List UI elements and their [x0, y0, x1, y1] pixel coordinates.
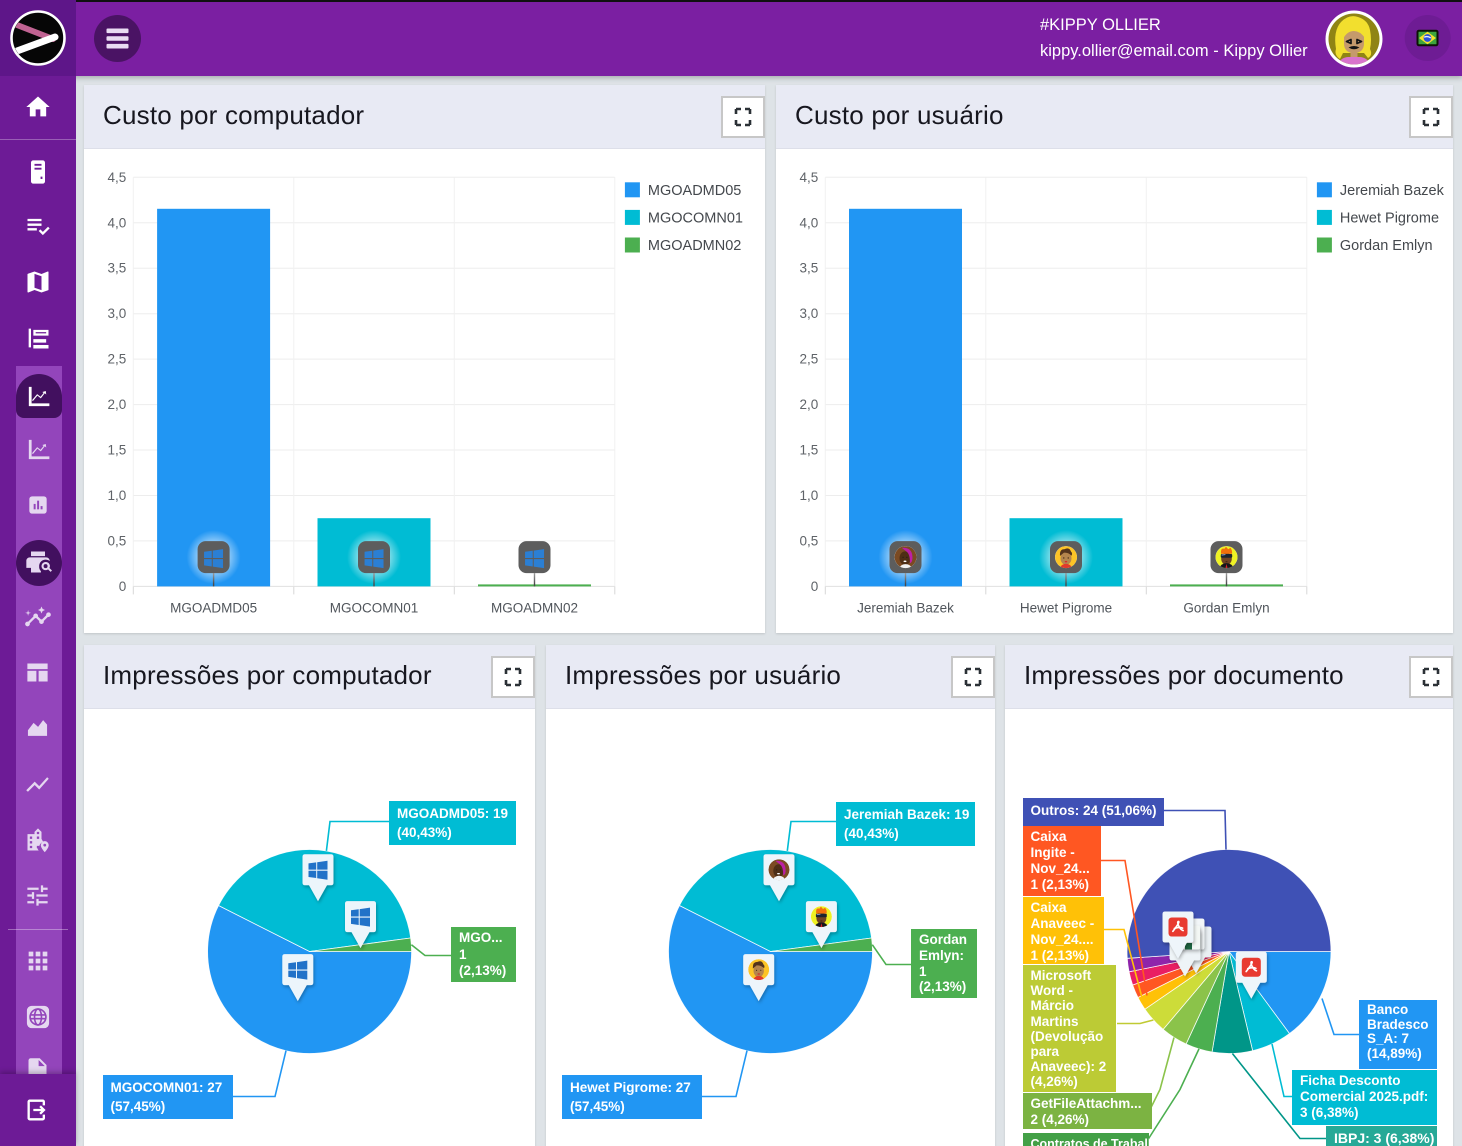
- svg-text:2,0: 2,0: [800, 397, 819, 412]
- svg-text:1,5: 1,5: [108, 443, 127, 458]
- svg-text:Gordan Emlyn: Gordan Emlyn: [1183, 600, 1269, 615]
- svg-text:Hewet Pigrome: Hewet Pigrome: [1020, 600, 1112, 615]
- svg-text:1,0: 1,0: [800, 488, 819, 503]
- svg-text:3,5: 3,5: [108, 261, 127, 276]
- svg-text:4,0: 4,0: [108, 215, 127, 230]
- svg-text:Jeremiah Bazek: Jeremiah Bazek: [1340, 183, 1445, 199]
- svg-text:0,5: 0,5: [108, 533, 127, 548]
- svg-text:2,5: 2,5: [800, 352, 819, 367]
- svg-text:MGOCOMN01: MGOCOMN01: [648, 210, 743, 226]
- svg-text:2,0: 2,0: [108, 397, 127, 412]
- svg-text:Jeremiah Bazek: Jeremiah Bazek: [857, 600, 954, 615]
- svg-text:0,5: 0,5: [800, 533, 819, 548]
- svg-text:2,5: 2,5: [108, 352, 127, 367]
- svg-text:MGOADMD05: MGOADMD05: [170, 600, 257, 615]
- svg-text:MGOADMN02: MGOADMN02: [491, 600, 578, 615]
- svg-text:4,5: 4,5: [800, 170, 819, 185]
- svg-text:Hewet Pigrome: Hewet Pigrome: [1340, 210, 1439, 226]
- svg-text:MGOCOMN01: MGOCOMN01: [330, 600, 419, 615]
- svg-text:0: 0: [811, 579, 819, 594]
- svg-text:0: 0: [119, 579, 127, 594]
- svg-text:MGOADMD05: MGOADMD05: [648, 183, 741, 199]
- svg-text:3,0: 3,0: [800, 306, 819, 321]
- svg-text:3,5: 3,5: [800, 261, 819, 276]
- svg-text:Gordan Emlyn: Gordan Emlyn: [1340, 238, 1433, 254]
- svg-text:1,0: 1,0: [108, 488, 127, 503]
- svg-text:3,0: 3,0: [108, 306, 127, 321]
- svg-text:4,5: 4,5: [108, 170, 127, 185]
- svg-text:MGOADMN02: MGOADMN02: [648, 238, 741, 254]
- svg-text:4,0: 4,0: [800, 215, 819, 230]
- svg-text:1,5: 1,5: [800, 443, 819, 458]
